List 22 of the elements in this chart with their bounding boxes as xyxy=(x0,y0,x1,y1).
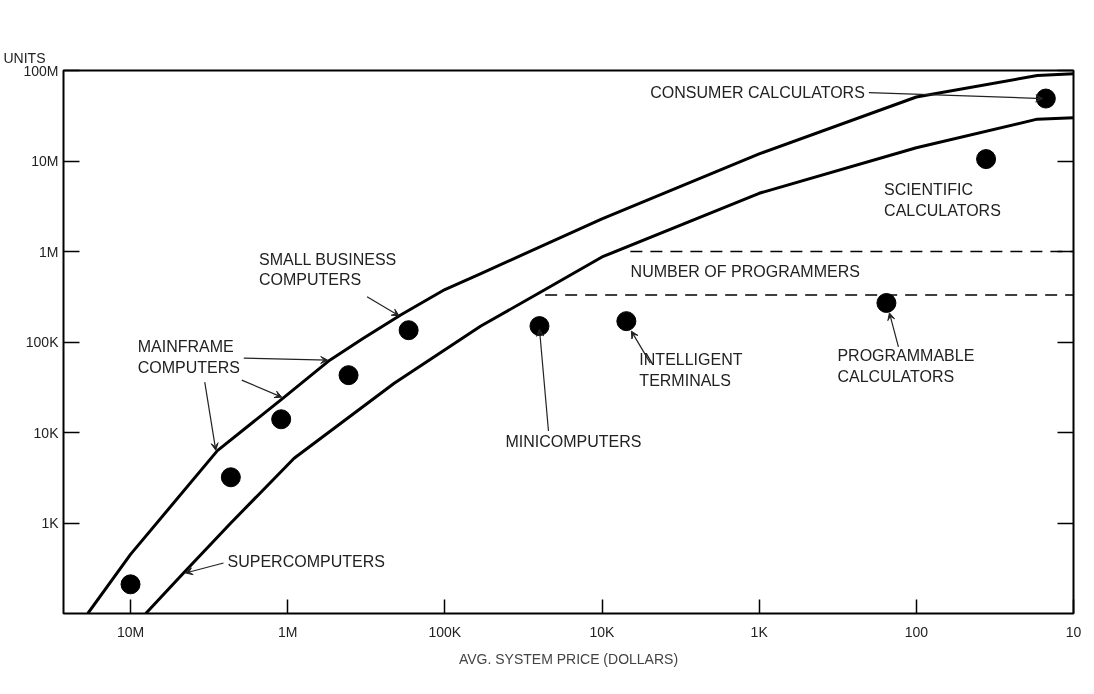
x-tick-label: 10K xyxy=(589,623,616,640)
annotation: CONSUMER CALCULATORS xyxy=(650,84,865,102)
annotation: SMALL BUSINESS COMPUTERS xyxy=(259,251,397,289)
x-tick-label: 10 xyxy=(1065,623,1082,640)
y-tick-label: 10K xyxy=(33,424,60,441)
annotation: PROGRAMMABLE CALCULATORS xyxy=(837,347,975,385)
annotation: SCIENTIFIC CALCULATORS xyxy=(884,181,1001,219)
annotation: NUMBER OF PROGRAMMERS xyxy=(630,262,860,280)
y-tick-label: 10M xyxy=(31,153,59,169)
x-tick-label: 100 xyxy=(904,623,929,640)
annotation: INTELLIGENT TERMINALS xyxy=(639,351,743,389)
y-tick-label: 100K xyxy=(25,334,60,350)
x-tick-label: 100K xyxy=(428,623,462,640)
x-axis-title: AVG. SYSTEM PRICE (DOLLARS) xyxy=(458,650,679,667)
annotation: MINICOMPUTERS xyxy=(505,432,642,450)
annotation: SUPERCOMPUTERS xyxy=(227,552,385,570)
x-tick-label: 10M xyxy=(116,623,145,640)
y-tick-label: 1K xyxy=(41,515,60,531)
annotation: MAINFRAME COMPUTERS xyxy=(137,338,240,376)
x-tick-label: 1M xyxy=(277,623,298,640)
x-tick-label: 1K xyxy=(750,623,769,640)
y-tick-label: 1M xyxy=(39,243,59,260)
